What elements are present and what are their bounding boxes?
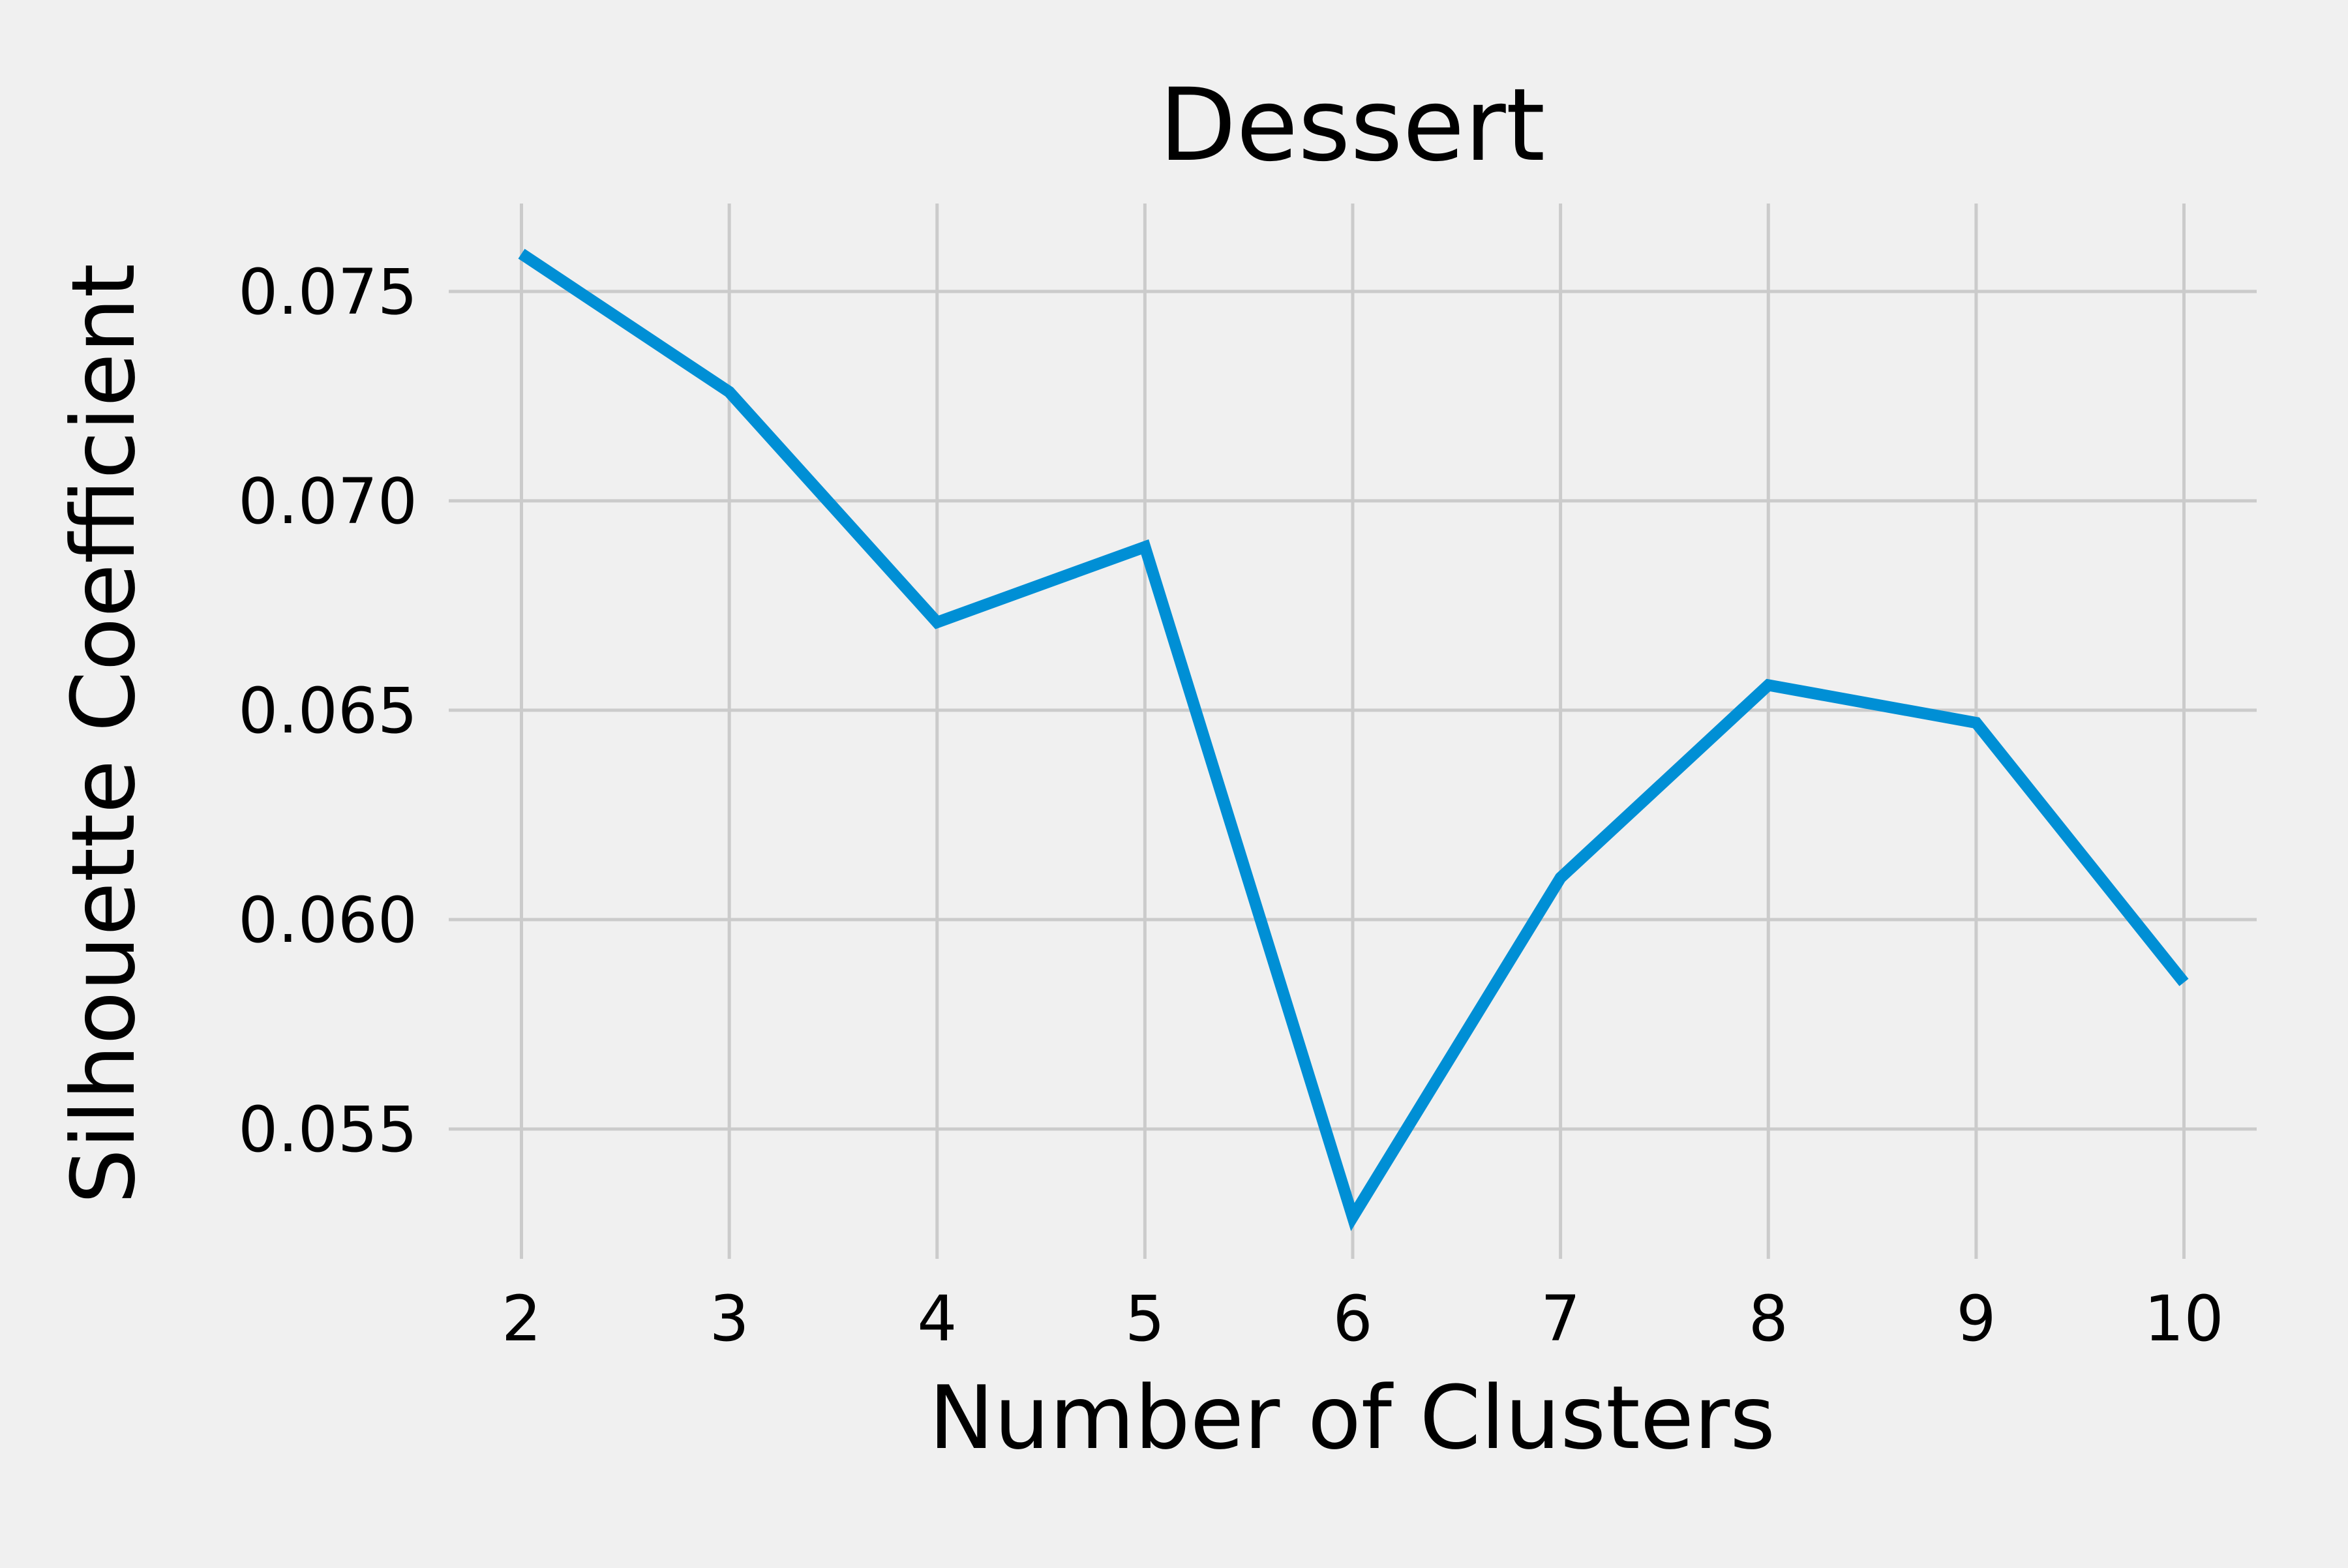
x-tick-label: 7 — [1541, 1282, 1580, 1355]
x-tick-label: 9 — [1956, 1282, 1996, 1355]
x-tick-label: 6 — [1332, 1282, 1372, 1355]
grid — [449, 204, 2257, 1259]
tick-labels: 2 3 4 5 6 7 8 9 10 0.055 0.060 0.065 0.070 0.075 — [238, 256, 2223, 1355]
y-tick-label: 0.070 — [238, 465, 417, 538]
y-axis-label: Silhouette Coefficient — [53, 264, 155, 1204]
y-tick-label: 0.075 — [238, 256, 417, 329]
series-layer — [518, 249, 2189, 1231]
y-tick-label: 0.065 — [238, 674, 417, 747]
y-tick-label: 0.060 — [238, 884, 417, 957]
x-tick-label: 3 — [710, 1282, 749, 1355]
y-tick-label: 0.055 — [238, 1093, 417, 1166]
x-axis-label: Number of Clusters — [929, 1367, 1775, 1469]
chart-title: Dessert — [1159, 67, 1545, 184]
x-tick-label: 4 — [917, 1282, 957, 1355]
x-tick-label: 8 — [1749, 1282, 1788, 1355]
x-tick-label: 5 — [1125, 1282, 1165, 1355]
series-line — [518, 249, 2189, 1231]
x-tick-label: 2 — [502, 1282, 541, 1355]
x-tick-label: 10 — [2144, 1282, 2223, 1355]
